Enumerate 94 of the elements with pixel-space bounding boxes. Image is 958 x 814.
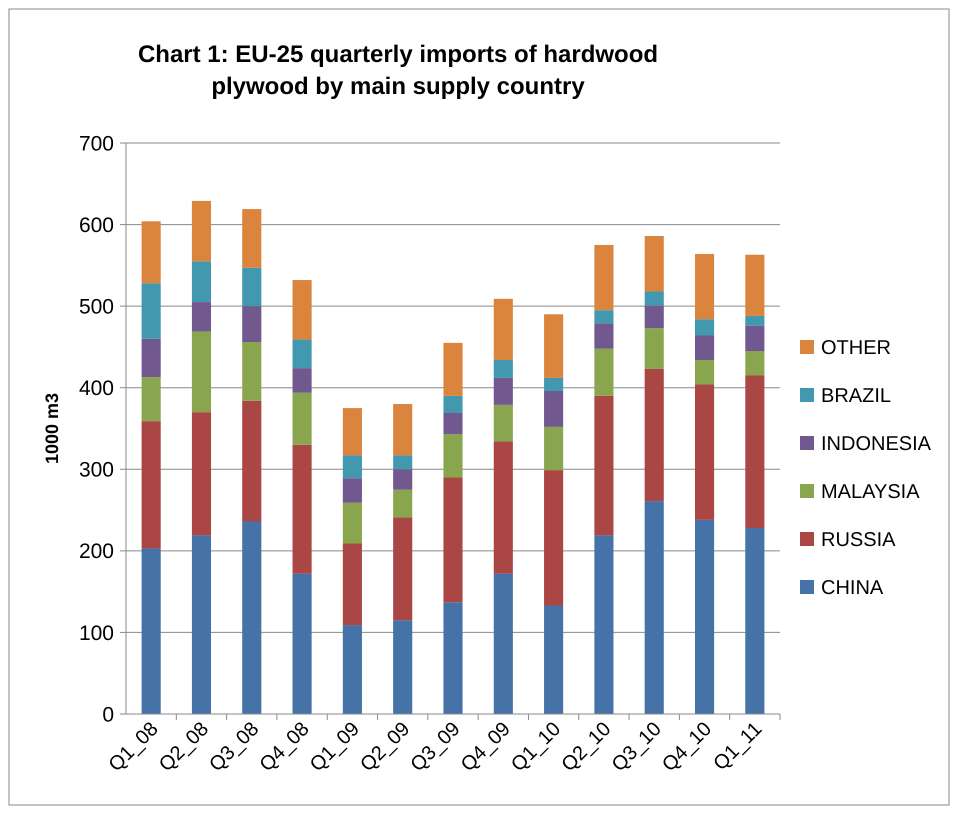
- bar: [292, 392, 312, 445]
- bar: [544, 470, 564, 606]
- bar: [292, 280, 312, 340]
- bar: [292, 444, 312, 574]
- bar: [142, 548, 161, 714]
- bar: [694, 384, 714, 520]
- bar: [292, 340, 312, 368]
- legend-label: INDONESIA: [821, 433, 932, 455]
- bar: [443, 477, 463, 602]
- bar: [142, 283, 161, 339]
- bar: [342, 478, 362, 503]
- legend-label: RUSSIA: [821, 529, 896, 551]
- bar: [192, 302, 212, 332]
- bar: [594, 535, 614, 714]
- bar: [192, 331, 212, 412]
- bar: [142, 221, 161, 284]
- bar: [494, 404, 513, 442]
- bar: [644, 328, 664, 369]
- bar: [192, 200, 212, 262]
- bar: [745, 326, 764, 352]
- legend-label: BRAZIL: [821, 385, 892, 407]
- bar: [644, 368, 664, 502]
- bar: [644, 291, 664, 306]
- bar: [292, 368, 312, 393]
- bar: [745, 316, 764, 326]
- bar: [694, 520, 714, 714]
- bar: [292, 574, 312, 714]
- bar: [242, 268, 262, 306]
- y-tick-label: 100: [78, 622, 114, 645]
- y-tick-label: 300: [78, 458, 114, 482]
- bar: [443, 396, 463, 413]
- legend-label: MALAYSIA: [821, 481, 920, 503]
- bar: [745, 254, 764, 316]
- bar: [192, 261, 212, 302]
- y-tick-label: 500: [78, 295, 114, 318]
- y-axis-title: 1000 m3: [42, 392, 62, 464]
- bar: [694, 336, 714, 360]
- bar: [745, 351, 764, 376]
- bar: [342, 455, 362, 478]
- bar: [644, 305, 664, 328]
- bar: [393, 517, 412, 620]
- bar: [694, 319, 714, 336]
- bar: [443, 413, 463, 434]
- bar: [393, 404, 412, 456]
- bar: [342, 408, 362, 456]
- bar: [544, 390, 564, 427]
- bar: [494, 574, 513, 714]
- bar: [393, 469, 412, 490]
- bar: [192, 535, 212, 714]
- bar: [443, 602, 463, 714]
- bar: [242, 521, 262, 714]
- bar: [443, 342, 463, 396]
- y-tick-label: 200: [78, 540, 114, 564]
- bar: [694, 254, 714, 320]
- y-tick-label: 0: [102, 703, 114, 726]
- bar: [594, 348, 614, 396]
- bar: [142, 421, 161, 548]
- bar: [544, 378, 564, 391]
- bar: [242, 209, 262, 268]
- chart-title: Chart 1: EU-25 quarterly imports of hardwood plywood by main supply country: [138, 41, 658, 100]
- bar: [594, 323, 614, 349]
- bar: [544, 314, 564, 378]
- bar: [342, 502, 362, 544]
- y-tick-label: 400: [78, 377, 114, 400]
- y-tick-label: 700: [78, 132, 114, 156]
- y-tick-label: 600: [78, 214, 114, 237]
- bar: [594, 244, 614, 310]
- bar: [192, 412, 212, 536]
- bar: [393, 490, 412, 518]
- bar: [342, 625, 362, 714]
- bar: [494, 360, 513, 378]
- bar: [342, 544, 362, 626]
- bar: [544, 606, 564, 714]
- bar: [644, 501, 664, 714]
- bar: [393, 455, 412, 470]
- bar: [494, 298, 513, 360]
- bar: [242, 342, 262, 401]
- bar: [644, 236, 664, 292]
- bar: [142, 338, 161, 378]
- bar: [544, 426, 564, 470]
- bar: [494, 378, 513, 405]
- bar: [494, 442, 513, 574]
- legend-label: OTHER: [821, 337, 891, 359]
- bar: [594, 396, 614, 536]
- bar: [393, 620, 412, 714]
- legend-label: CHINA: [821, 577, 884, 599]
- bar: [745, 375, 764, 528]
- bar: [443, 434, 463, 478]
- bar: [745, 528, 764, 714]
- bar: [142, 377, 161, 422]
- bar: [594, 310, 614, 324]
- bar: [694, 360, 714, 384]
- bar: [242, 400, 262, 522]
- bar: [242, 306, 262, 342]
